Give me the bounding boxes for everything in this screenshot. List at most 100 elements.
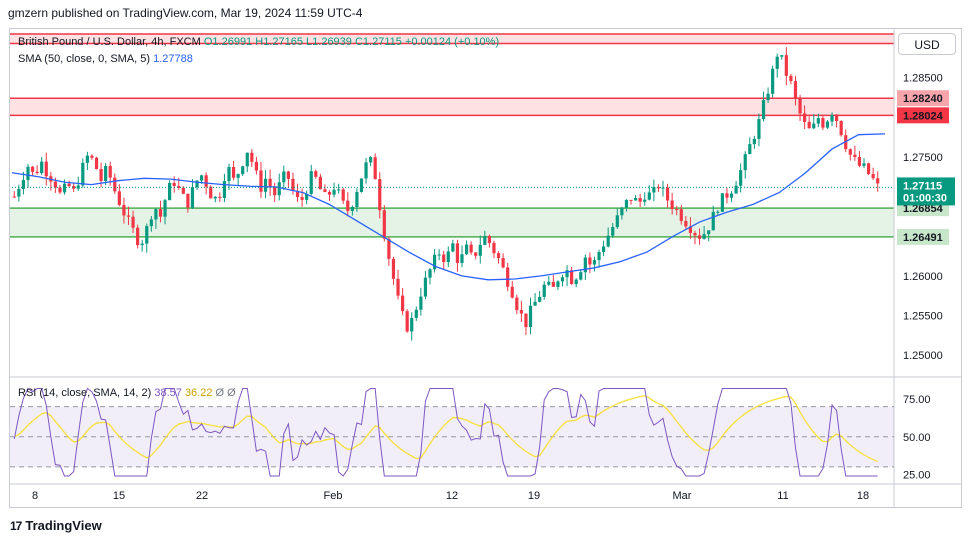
candle-body (665, 187, 670, 201)
candle-body (697, 235, 702, 239)
candle-body (30, 166, 35, 172)
candle-body (373, 157, 377, 180)
currency-button[interactable]: USD (898, 33, 956, 55)
candle-body (236, 174, 240, 178)
candle-body (620, 207, 624, 216)
zone-resistance-1 (10, 98, 894, 116)
candle-body (579, 272, 583, 280)
price-label-lower_zone_top: 1.26854 (903, 203, 944, 215)
candle-body (131, 216, 135, 228)
candle-body (318, 176, 322, 190)
candle-body (410, 317, 414, 332)
candle-body (154, 209, 158, 220)
candle-body (711, 211, 715, 231)
candle-body (44, 161, 48, 177)
current-price-label: 1.27115 (903, 180, 942, 192)
candle-body (277, 182, 281, 196)
zone-support-2 (10, 208, 894, 237)
candle-body (707, 230, 711, 235)
candle-body (12, 196, 16, 198)
candle-body (337, 189, 341, 191)
candle-body (862, 163, 866, 166)
candle-body (684, 220, 688, 227)
candle-body (209, 186, 213, 199)
candle-body (510, 286, 514, 298)
candle-body (816, 118, 820, 124)
candle-body (556, 281, 560, 287)
publisher-header: gmzern published on TradingView.com, Mar… (8, 6, 363, 20)
candle-body (414, 309, 418, 318)
candle-body (442, 254, 446, 263)
candle-body (675, 209, 679, 211)
candle-body (766, 93, 770, 101)
candle-body (515, 297, 519, 311)
candle-body (446, 251, 450, 263)
candle-body (825, 121, 830, 128)
ohlc-low: L1.26939 (306, 36, 352, 48)
candle-body (199, 175, 204, 181)
candle-body (391, 258, 396, 279)
candle-body (300, 197, 304, 200)
candle-body (643, 199, 647, 202)
price-tick-label: 1.25500 (903, 311, 943, 323)
candle-body (570, 270, 574, 285)
candle-body (172, 182, 176, 186)
candle-body (629, 199, 633, 201)
candle-body (798, 97, 802, 114)
rsi-label: RSI (14, close, SMA, 14, 2) (18, 387, 152, 399)
candle-body (314, 171, 318, 177)
candle-body (506, 267, 510, 287)
candle-body (876, 178, 880, 184)
rsi-axis: 75.00 50.00 25.00 (903, 394, 931, 481)
candle-body (181, 187, 185, 194)
candle-body (451, 243, 455, 252)
candle-body (455, 243, 460, 263)
candle-body (378, 179, 382, 211)
candle-body (437, 254, 441, 256)
candle-body (231, 166, 236, 178)
candle-body (524, 313, 528, 328)
candle-body (245, 152, 249, 167)
candle-body (341, 189, 345, 201)
candle-body (195, 180, 199, 188)
candle-body (359, 178, 364, 193)
candle-body (213, 196, 217, 199)
candle-body (716, 211, 720, 213)
candle-body (387, 238, 391, 259)
rsi-sma-value: 36.22 (184, 387, 213, 399)
price-tick-label: 1.26000 (903, 271, 943, 283)
candle-body (560, 277, 565, 282)
candle-body (168, 182, 172, 201)
candle-body (149, 219, 153, 227)
candle-body (364, 162, 368, 179)
candle-body (17, 188, 21, 197)
candle-body (775, 56, 779, 69)
candle-body (478, 244, 482, 256)
candle-body (588, 257, 592, 265)
candle-body (104, 165, 108, 181)
candle-body (432, 254, 437, 270)
candle-body (780, 55, 784, 57)
candle-body (350, 206, 354, 211)
price-tick-label: 1.25000 (903, 350, 943, 362)
candle-body (122, 204, 126, 216)
candle-body (218, 196, 222, 198)
candle-body (140, 243, 144, 246)
tradingview-logo[interactable]: 17 TradingView (10, 518, 102, 533)
rsi-tick-label: 75.00 (903, 394, 931, 406)
candle-body (688, 226, 693, 233)
candle-body (428, 269, 432, 278)
candle-body (807, 121, 811, 129)
candle-body (739, 170, 743, 186)
candle-body (263, 178, 268, 192)
candle-body (286, 171, 290, 179)
candle-body (748, 144, 752, 155)
ohlc-close: C1.27115 (354, 36, 402, 48)
candle-body (624, 199, 629, 208)
candle-body (528, 305, 533, 328)
candle-body (496, 253, 501, 259)
candle-body (720, 193, 724, 212)
candle-body (250, 152, 254, 162)
candle-body (464, 244, 469, 255)
